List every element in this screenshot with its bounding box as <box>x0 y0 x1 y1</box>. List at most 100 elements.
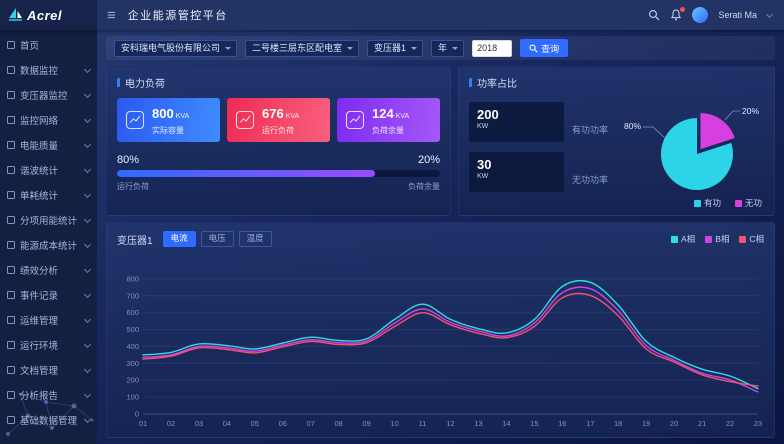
chevron-down-icon <box>83 115 92 124</box>
power-card-3: 124 KVA 负荷余量 <box>337 98 440 142</box>
sidebar-item-4[interactable]: 监控网络 <box>0 107 97 132</box>
chevron-down-icon <box>83 215 92 224</box>
user-name[interactable]: Serati Ma <box>718 10 757 20</box>
logo-text: Acrel <box>27 7 63 23</box>
sidebar-item-3[interactable]: 变压器监控 <box>0 82 97 107</box>
power-ratio-body: 200 KW 有功功率 30 KW 无功功率 <box>469 96 764 208</box>
sidebar-item-9[interactable]: 能源成本统计 <box>0 232 97 257</box>
reactive-power-box: 30 KW <box>469 152 564 192</box>
svg-text:03: 03 <box>195 419 203 428</box>
svg-text:13: 13 <box>474 419 482 428</box>
sidebar-item-12[interactable]: 运维管理 <box>0 307 97 332</box>
card-label: 运行负荷 <box>262 125 294 135</box>
chart-tab[interactable]: 温度 <box>238 231 272 247</box>
legend-item[interactable]: B相 <box>705 233 729 245</box>
sidebar-item-label: 首页 <box>20 40 40 52</box>
svg-text:0: 0 <box>135 410 139 419</box>
chevron-down-icon <box>83 415 92 424</box>
chevron-down-icon <box>83 265 92 274</box>
load-right-label: 负荷余量 <box>408 182 440 191</box>
sidebar-item-1[interactable]: 首页 <box>0 32 97 57</box>
sidebar-item-label: 分项用能统计 <box>20 215 78 227</box>
power-card-1: 800 KVA 实际容量 <box>117 98 220 142</box>
svg-text:300: 300 <box>126 359 139 368</box>
sidebar-item-7[interactable]: 单耗统计 <box>0 182 97 207</box>
chart-tab[interactable]: 电压 <box>200 231 234 247</box>
svg-text:23: 23 <box>754 419 762 428</box>
sidebar-item-2[interactable]: 数据监控 <box>0 57 97 82</box>
stat-unit: KW <box>477 172 489 180</box>
sidebar-item-16[interactable]: 基础数据管理 <box>0 407 97 432</box>
card-label: 实际容量 <box>152 125 184 135</box>
chart-header: 变压器1 电流 电压 温度 A相 B相 C相 <box>117 231 764 247</box>
load-left-label: 运行负荷 <box>117 182 149 191</box>
legend-item[interactable]: 无功 <box>734 197 762 209</box>
menu-collapse-icon[interactable]: ≡ <box>107 6 116 24</box>
panel-title: 功率占比 <box>477 79 517 90</box>
sidebar-item-15[interactable]: 分析报告 <box>0 382 97 407</box>
active-power-stat: 200 KW 有功功率 <box>469 102 619 142</box>
chart-tab[interactable]: 电流 <box>162 231 196 247</box>
chevron-down-icon <box>83 390 92 399</box>
company-select-value: 安科瑞电气股份有限公司 <box>121 42 221 53</box>
station-select[interactable]: 二号楼三层东区配电室 <box>245 39 360 57</box>
card-value: 124 <box>372 105 394 121</box>
company-select[interactable]: 安科瑞电气股份有限公司 <box>114 39 238 57</box>
sidebar-item-10[interactable]: 绩效分析 <box>0 257 97 282</box>
load-right-pct: 20% <box>417 154 440 166</box>
query-button[interactable]: 查询 <box>520 39 569 57</box>
menu-icon <box>7 390 15 399</box>
pie-legend: 有功 无功 <box>693 197 762 209</box>
card-value: 676 <box>262 105 284 121</box>
svg-text:800: 800 <box>126 274 139 283</box>
meter-icon <box>235 110 255 130</box>
bell-glyph <box>671 9 682 21</box>
legend-chip <box>693 199 701 207</box>
header-actions: Serati Ma <box>648 7 784 23</box>
chart-tabs: 电流 电压 温度 <box>162 231 272 247</box>
load-progress-fill <box>117 170 376 177</box>
avatar[interactable] <box>692 7 709 23</box>
svg-text:400: 400 <box>126 342 139 351</box>
sidebar-item-13[interactable]: 运行环境 <box>0 332 97 357</box>
reactive-power-stat: 30 KW 无功功率 <box>469 152 619 192</box>
sidebar-item-14[interactable]: 文档管理 <box>0 357 97 382</box>
svg-text:200: 200 <box>126 376 139 385</box>
legend-item[interactable]: A相 <box>671 233 695 245</box>
search-icon[interactable] <box>648 9 660 21</box>
menu-icon <box>7 340 15 349</box>
transformer-select[interactable]: 变压器1 <box>367 39 424 57</box>
logo[interactable]: Acrel <box>0 0 97 30</box>
meter-icon <box>125 110 145 130</box>
menu-icon <box>7 240 15 249</box>
menu-icon <box>7 90 15 99</box>
card-unit: KVA <box>285 112 300 120</box>
legend-chip <box>734 199 742 207</box>
chevron-down-icon <box>83 315 92 324</box>
notification-bell-icon[interactable] <box>670 7 686 21</box>
sidebar-item-label: 单耗统计 <box>20 190 59 202</box>
pie-chart: 80% 20% <box>624 106 759 190</box>
sidebar-item-11[interactable]: 事件记录 <box>0 282 97 307</box>
svg-text:15: 15 <box>530 419 538 428</box>
year-input[interactable] <box>472 39 513 57</box>
sidebar-menu: 首页数据监控 变压器监控 监控网络 电能质量 谐波统计单耗统计分项用能统计能源成本统计绩… <box>0 32 97 432</box>
sidebar-item-label: 基础数据管理 <box>20 415 78 427</box>
sidebar-item-8[interactable]: 分项用能统计 <box>0 207 97 232</box>
legend-item[interactable]: 有功 <box>693 197 721 209</box>
sidebar-item-label: 绩效分析 <box>20 265 59 277</box>
svg-text:19: 19 <box>642 419 650 428</box>
sidebar-item-5[interactable]: 电能质量 <box>0 132 97 157</box>
legend-item[interactable]: C相 <box>739 233 764 245</box>
sidebar-item-6[interactable]: 谐波统计 <box>0 157 97 182</box>
svg-text:80%: 80% <box>624 121 641 131</box>
chevron-down-icon <box>83 290 92 299</box>
meter-icon <box>345 110 365 130</box>
load-progress-bar <box>117 170 440 177</box>
period-select[interactable]: 年 <box>431 39 465 57</box>
menu-icon <box>7 115 15 124</box>
legend-chip <box>705 235 713 243</box>
load-bar-percents: 80% 20% <box>117 154 440 166</box>
stat-label: 有功功率 <box>572 125 609 135</box>
